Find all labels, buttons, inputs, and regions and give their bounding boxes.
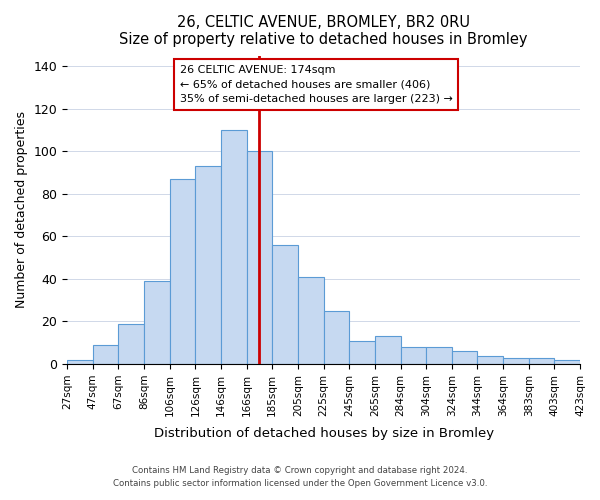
- Bar: [247, 152, 272, 364]
- Bar: [323, 311, 349, 364]
- Bar: [478, 356, 503, 364]
- Bar: [272, 245, 298, 364]
- Bar: [349, 340, 375, 364]
- Y-axis label: Number of detached properties: Number of detached properties: [15, 112, 28, 308]
- Title: 26, CELTIC AVENUE, BROMLEY, BR2 0RU
Size of property relative to detached houses: 26, CELTIC AVENUE, BROMLEY, BR2 0RU Size…: [119, 15, 528, 48]
- Bar: [118, 324, 144, 364]
- Bar: [67, 360, 93, 364]
- Text: 26 CELTIC AVENUE: 174sqm
← 65% of detached houses are smaller (406)
35% of semi-: 26 CELTIC AVENUE: 174sqm ← 65% of detach…: [180, 65, 453, 104]
- Bar: [144, 281, 170, 364]
- Bar: [298, 277, 323, 364]
- Bar: [426, 347, 452, 364]
- Bar: [452, 352, 478, 364]
- Bar: [221, 130, 247, 364]
- Bar: [93, 345, 118, 364]
- Bar: [196, 166, 221, 364]
- Bar: [170, 179, 196, 364]
- X-axis label: Distribution of detached houses by size in Bromley: Distribution of detached houses by size …: [154, 427, 494, 440]
- Bar: [503, 358, 529, 364]
- Text: Contains HM Land Registry data © Crown copyright and database right 2024.
Contai: Contains HM Land Registry data © Crown c…: [113, 466, 487, 487]
- Bar: [554, 360, 580, 364]
- Bar: [529, 358, 554, 364]
- Bar: [401, 347, 426, 364]
- Bar: [375, 336, 401, 364]
